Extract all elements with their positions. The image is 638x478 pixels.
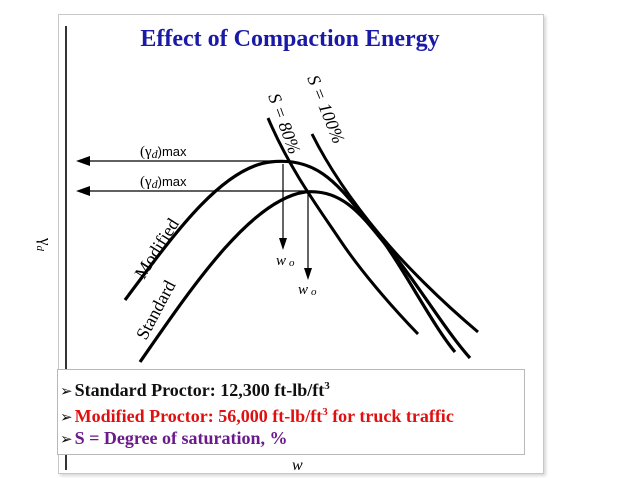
legend-modified-sup: 3 <box>322 406 328 418</box>
s100-line <box>310 133 479 334</box>
standard-curve-label: Standard <box>132 277 180 343</box>
w0-arrowhead-standard <box>304 268 312 280</box>
s100-label: S = 100% <box>303 72 349 146</box>
legend-modified-text: Modified Proctor: 56,000 ft-lb/ft <box>74 406 323 426</box>
legend-modified-proctor: ➢ Modified Proctor: 56,000 ft-lb/ft3 for … <box>60 402 454 427</box>
gamma-max-arrowhead-modified <box>76 156 90 166</box>
slide-frame <box>58 14 544 474</box>
bullet-arrow-icon: ➢ <box>60 408 73 426</box>
legend-saturation: ➢ S = Degree of saturation, % <box>60 428 287 449</box>
standard-curve <box>138 190 472 363</box>
legend-saturation-text: S = Degree of saturation, % <box>74 428 288 448</box>
modified-curve-label: Modified <box>130 215 182 282</box>
modified-curve <box>123 159 457 354</box>
legend-standard-text: Standard Proctor: 12,300 ft-lb/ft <box>74 380 325 400</box>
s80-line <box>266 117 420 336</box>
legend-standard-sup: 3 <box>324 380 330 392</box>
bullet-arrow-icon: ➢ <box>60 430 73 448</box>
legend-standard-proctor: ➢ Standard Proctor: 12,300 ft-lb/ft3 <box>60 376 330 401</box>
legend-box: ➢ Standard Proctor: 12,300 ft-lb/ft3 ➢ Mod… <box>57 369 525 455</box>
x-axis-label: w <box>292 457 303 474</box>
legend-modified-suffix: for truck traffic <box>327 406 454 426</box>
w0-arrowhead-modified <box>279 238 287 250</box>
gamma-max-label-modified: (γd)max <box>140 144 187 161</box>
bullet-arrow-icon: ➢ <box>60 382 73 400</box>
gamma-max-arrowhead-standard <box>76 186 90 196</box>
y-axis-label: γd <box>34 237 55 252</box>
slide-title: Effect of Compaction Energy <box>140 26 440 52</box>
gamma-max-label-standard: (γd)max <box>140 174 187 191</box>
